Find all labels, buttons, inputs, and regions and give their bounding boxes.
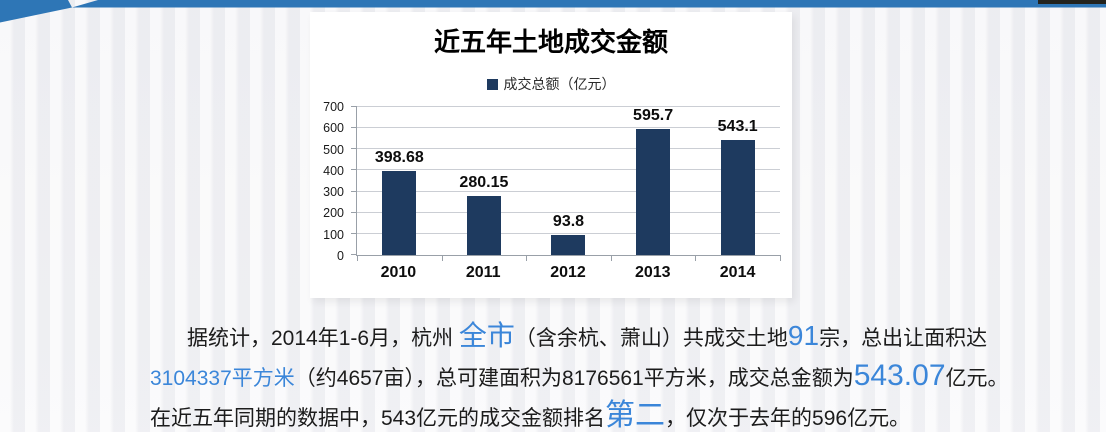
gridline	[357, 127, 780, 129]
bar	[466, 195, 501, 255]
text-segment: 宗，总出让面积达	[819, 327, 988, 350]
bar-slot: 595.7	[611, 107, 696, 255]
y-axis-tick-label: 100	[323, 227, 344, 242]
text-line: 据统计，2014年1-6月，杭州 全市（含余杭、萧山）共成交土地91宗，总出让面…	[150, 317, 987, 357]
x-axis-labels: 2010 2011 2012 2013 2014	[356, 264, 780, 282]
gridline	[357, 148, 780, 150]
bar	[636, 129, 671, 255]
text-segment: 第二	[605, 399, 666, 432]
y-axis-tick-label: 300	[323, 185, 344, 200]
text-segment: （约4657亩），总可建面积为8176561平方米，成交总金额为	[294, 367, 854, 390]
x-tick	[526, 255, 528, 261]
legend-label: 成交总额（亿元）	[503, 76, 616, 92]
bar-slot: 93.8	[526, 107, 611, 255]
y-tick	[351, 169, 357, 171]
gridline	[357, 232, 780, 234]
y-axis-tick-label: 600	[323, 121, 344, 136]
y-tick	[351, 148, 357, 150]
bar-value-label: 543.1	[717, 118, 758, 136]
ribbon-left-wedge	[0, 0, 72, 23]
x-tick	[695, 255, 697, 261]
x-axis-label: 2012	[550, 264, 586, 281]
bar-value-label: 398.68	[374, 148, 424, 166]
y-axis-tick-label: 0	[337, 249, 344, 263]
text-line: 3104337平方米（约4657亩），总可建面积为8176561平方米，成交总金…	[150, 357, 1009, 397]
top-ribbon	[0, 0, 1106, 23]
y-axis-tick-label: 400	[323, 163, 344, 178]
text-line: 在近五年同期的数据中，543亿元的成交金额排名第二，仅次于去年的596亿元。	[150, 397, 980, 432]
gridline	[357, 211, 780, 213]
text-segment: （含余杭、萧山）共成交土地	[514, 327, 788, 350]
bar-value-label: 595.7	[633, 107, 674, 125]
y-axis-tick-label: 200	[323, 206, 344, 221]
chart-legend: 成交总额（亿元）	[310, 74, 792, 94]
text-segment: 3104337平方米	[150, 367, 295, 390]
text-segment: 91	[787, 320, 820, 351]
x-tick	[441, 255, 443, 261]
plot-area: 398.68 280.15 93.8 595.7 543.1	[351, 106, 781, 261]
y-tick	[351, 106, 357, 107]
photo-sliver	[1038, 0, 1106, 4]
bars-row: 398.68 280.15 93.8 595.7 543.1	[357, 107, 780, 255]
x-axis-label: 2014	[719, 264, 756, 281]
text-segment: ，仅次于去年的596亿元。	[665, 407, 911, 430]
bar-slot: 280.15	[442, 107, 527, 255]
x-tick	[610, 255, 612, 261]
y-tick	[351, 211, 357, 213]
bar-slot: 398.68	[357, 107, 442, 255]
legend-swatch-icon	[486, 78, 498, 90]
chart-panel: 近五年土地成交金额 成交总额（亿元） 0 100 200 300 400 500 600 70…	[310, 12, 792, 298]
y-axis-labels: 0 100 200 300 400 500 600 700	[310, 100, 350, 263]
gridline	[357, 169, 780, 171]
text-segment: 全市	[458, 320, 515, 351]
bar-value-label: 93.8	[552, 213, 585, 231]
bar-slot: 543.1	[695, 107, 780, 255]
caption: 据统计，2014年1-6月，杭州 全市（含余杭、萧山）共成交土地91宗，总出让面…	[150, 317, 1009, 432]
y-axis-tick-label: 500	[323, 142, 344, 157]
text-segment: 据统计，2014年1-6月，杭州	[187, 327, 459, 350]
gridline	[357, 106, 780, 107]
y-tick	[351, 232, 357, 234]
y-tick	[351, 190, 357, 192]
bar	[382, 170, 417, 255]
x-tick	[357, 255, 358, 261]
x-tick	[780, 255, 781, 261]
y-tick	[351, 254, 357, 255]
gridline	[357, 190, 780, 192]
y-axis-tick-label: 700	[323, 100, 344, 114]
x-axis-label: 2011	[465, 264, 501, 281]
text-segment: 在近五年同期的数据中，543亿元的成交金额排名	[150, 407, 606, 430]
ribbon-bar	[72, 0, 1106, 8]
bar	[720, 140, 755, 255]
bar	[551, 235, 586, 255]
x-axis-label: 2013	[634, 264, 671, 281]
chart-title: 近五年土地成交金额	[433, 27, 668, 57]
x-axis-label: 2010	[380, 264, 417, 281]
text-segment: 亿元。	[945, 367, 1009, 390]
y-tick	[351, 127, 357, 129]
text-segment: 543.07	[853, 359, 946, 392]
bar-value-label: 280.15	[459, 173, 509, 191]
